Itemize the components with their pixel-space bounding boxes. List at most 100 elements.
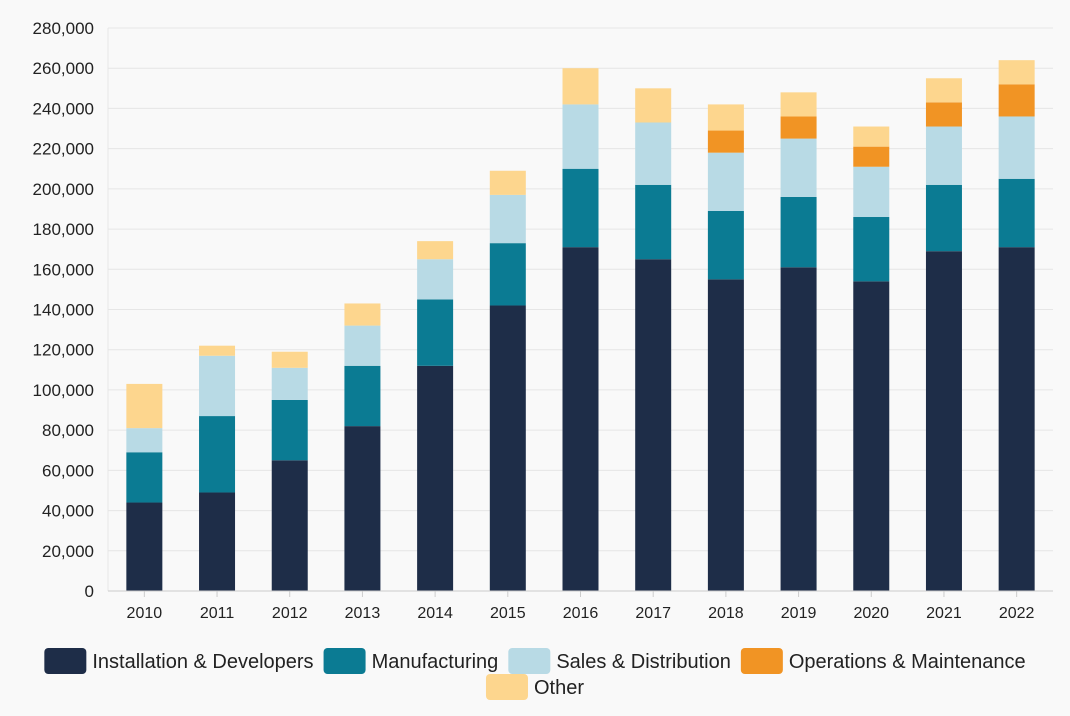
bar-segment-sales-and-distribution-2014 [417, 259, 454, 300]
legend-item-manufacturing[interactable]: Manufacturing [323, 648, 499, 674]
bar-segment-installation-and-developers-2020 [853, 281, 890, 591]
y-tick-label: 100,000 [33, 381, 94, 400]
y-tick-label: 40,000 [42, 502, 94, 521]
y-tick-label: 220,000 [33, 140, 94, 159]
bar-segment-operations-and-maintenance-2019 [780, 116, 817, 139]
y-tick-label: 260,000 [33, 59, 94, 78]
bar-segment-other-2021 [925, 78, 962, 103]
bar-segment-manufacturing-2016 [562, 168, 599, 248]
bar-segment-manufacturing-2014 [417, 299, 454, 366]
x-tick-label: 2016 [563, 605, 599, 622]
bar-segment-sales-and-distribution-2019 [780, 138, 817, 197]
bar-segment-other-2017 [635, 88, 672, 123]
legend-item-sales-and-distribution[interactable]: Sales & Distribution [508, 648, 731, 674]
bar-segment-other-2013 [344, 303, 381, 326]
bar-segment-installation-and-developers-2022 [998, 247, 1035, 592]
legend-swatch [485, 674, 528, 700]
x-tick-label: 2015 [490, 605, 526, 622]
x-axis: 2010 2011 2012 2013 2014 2015 2016 2017 2018 2019… [108, 590, 1053, 622]
y-tick-label: 0 [85, 582, 94, 601]
bar-segment-manufacturing-2012 [271, 399, 308, 461]
bar-segment-other-2020 [853, 126, 890, 147]
bar-segment-sales-and-distribution-2010 [126, 428, 163, 453]
x-tick-label: 2014 [417, 605, 453, 622]
bars [126, 60, 1035, 592]
x-tick-label: 2013 [345, 605, 381, 622]
y-tick-label: 120,000 [33, 341, 94, 360]
bar-segment-sales-and-distribution-2015 [489, 194, 526, 244]
y-tick-label: 80,000 [42, 421, 94, 440]
legend-label: Operations & Maintenance [789, 651, 1026, 673]
legend: Installation & Developers Manufacturing Sa… [44, 648, 1026, 700]
bar-segment-other-2018 [707, 104, 744, 131]
x-tick-label: 2011 [200, 605, 235, 622]
bar-segment-installation-and-developers-2015 [489, 305, 526, 591]
x-tick-label: 2010 [127, 605, 163, 622]
bar-segment-installation-and-developers-2016 [562, 247, 599, 592]
bar-segment-manufacturing-2015 [489, 243, 526, 306]
x-tick-label: 2022 [999, 605, 1035, 622]
bar-segment-sales-and-distribution-2017 [635, 122, 672, 185]
bar-segment-sales-and-distribution-2021 [925, 126, 962, 185]
bar-segment-installation-and-developers-2012 [271, 460, 308, 591]
legend-swatch [44, 648, 87, 674]
legend-item-other[interactable]: Other [485, 674, 584, 700]
bar-segment-installation-and-developers-2021 [925, 251, 962, 592]
legend-label: Sales & Distribution [556, 651, 731, 673]
legend-label: Manufacturing [372, 651, 499, 673]
legend-item-installation-and-developers[interactable]: Installation & Developers [44, 648, 314, 674]
bar-segment-manufacturing-2010 [126, 452, 163, 503]
bar-segment-operations-and-maintenance-2018 [707, 130, 744, 153]
x-tick-label: 2012 [272, 605, 308, 622]
bar-segment-operations-and-maintenance-2022 [998, 84, 1035, 117]
y-tick-label: 60,000 [42, 461, 94, 480]
x-tick-label: 2019 [781, 605, 817, 622]
bar-segment-operations-and-maintenance-2021 [925, 102, 962, 127]
y-tick-label: 200,000 [33, 180, 94, 199]
bar-segment-operations-and-maintenance-2020 [853, 146, 890, 167]
bar-segment-other-2016 [562, 68, 599, 105]
y-tick-label: 140,000 [33, 301, 94, 320]
bar-segment-installation-and-developers-2013 [344, 426, 381, 591]
bar-segment-manufacturing-2011 [199, 416, 236, 493]
legend-item-operations-and-maintenance[interactable]: Operations & Maintenance [740, 648, 1026, 674]
legend-swatch [740, 648, 783, 674]
bar-segment-sales-and-distribution-2022 [998, 116, 1035, 179]
y-tick-label: 160,000 [33, 260, 94, 279]
bar-segment-sales-and-distribution-2012 [271, 367, 308, 400]
legend-label: Installation & Developers [92, 651, 313, 673]
y-tick-label: 20,000 [42, 542, 94, 561]
bar-segment-sales-and-distribution-2018 [707, 152, 744, 211]
bar-segment-manufacturing-2022 [998, 178, 1035, 248]
legend-swatch [508, 648, 551, 674]
bar-segment-other-2019 [780, 92, 817, 117]
y-tick-label: 280,000 [33, 19, 94, 38]
bar-segment-installation-and-developers-2010 [126, 502, 163, 591]
bar-segment-manufacturing-2017 [635, 184, 672, 260]
x-tick-label: 2018 [708, 605, 744, 622]
bar-segment-manufacturing-2019 [780, 196, 817, 268]
legend-label: Other [534, 677, 584, 699]
bar-segment-other-2012 [271, 351, 308, 368]
bar-segment-manufacturing-2021 [925, 184, 962, 252]
bar-segment-sales-and-distribution-2011 [199, 355, 236, 417]
bar-segment-sales-and-distribution-2016 [562, 104, 599, 169]
y-axis: 0 20,000 40,000 60,000 80,000 100,000 120,000 1… [33, 19, 109, 601]
bar-segment-sales-and-distribution-2013 [344, 325, 381, 366]
bar-segment-other-2022 [998, 60, 1035, 85]
bar-segment-installation-and-developers-2011 [199, 492, 236, 591]
bar-segment-other-2011 [199, 345, 236, 356]
x-tick-label: 2020 [853, 605, 889, 622]
bar-segment-manufacturing-2013 [344, 365, 381, 427]
y-tick-label: 240,000 [33, 99, 94, 118]
x-tick-label: 2017 [635, 605, 671, 622]
bar-segment-other-2015 [489, 170, 526, 195]
bar-segment-sales-and-distribution-2020 [853, 166, 890, 218]
x-tick-label: 2021 [926, 605, 962, 622]
y-tick-label: 180,000 [33, 220, 94, 239]
bar-segment-installation-and-developers-2018 [707, 279, 744, 591]
bar-segment-manufacturing-2018 [707, 210, 744, 280]
bar-segment-installation-and-developers-2019 [780, 267, 817, 591]
